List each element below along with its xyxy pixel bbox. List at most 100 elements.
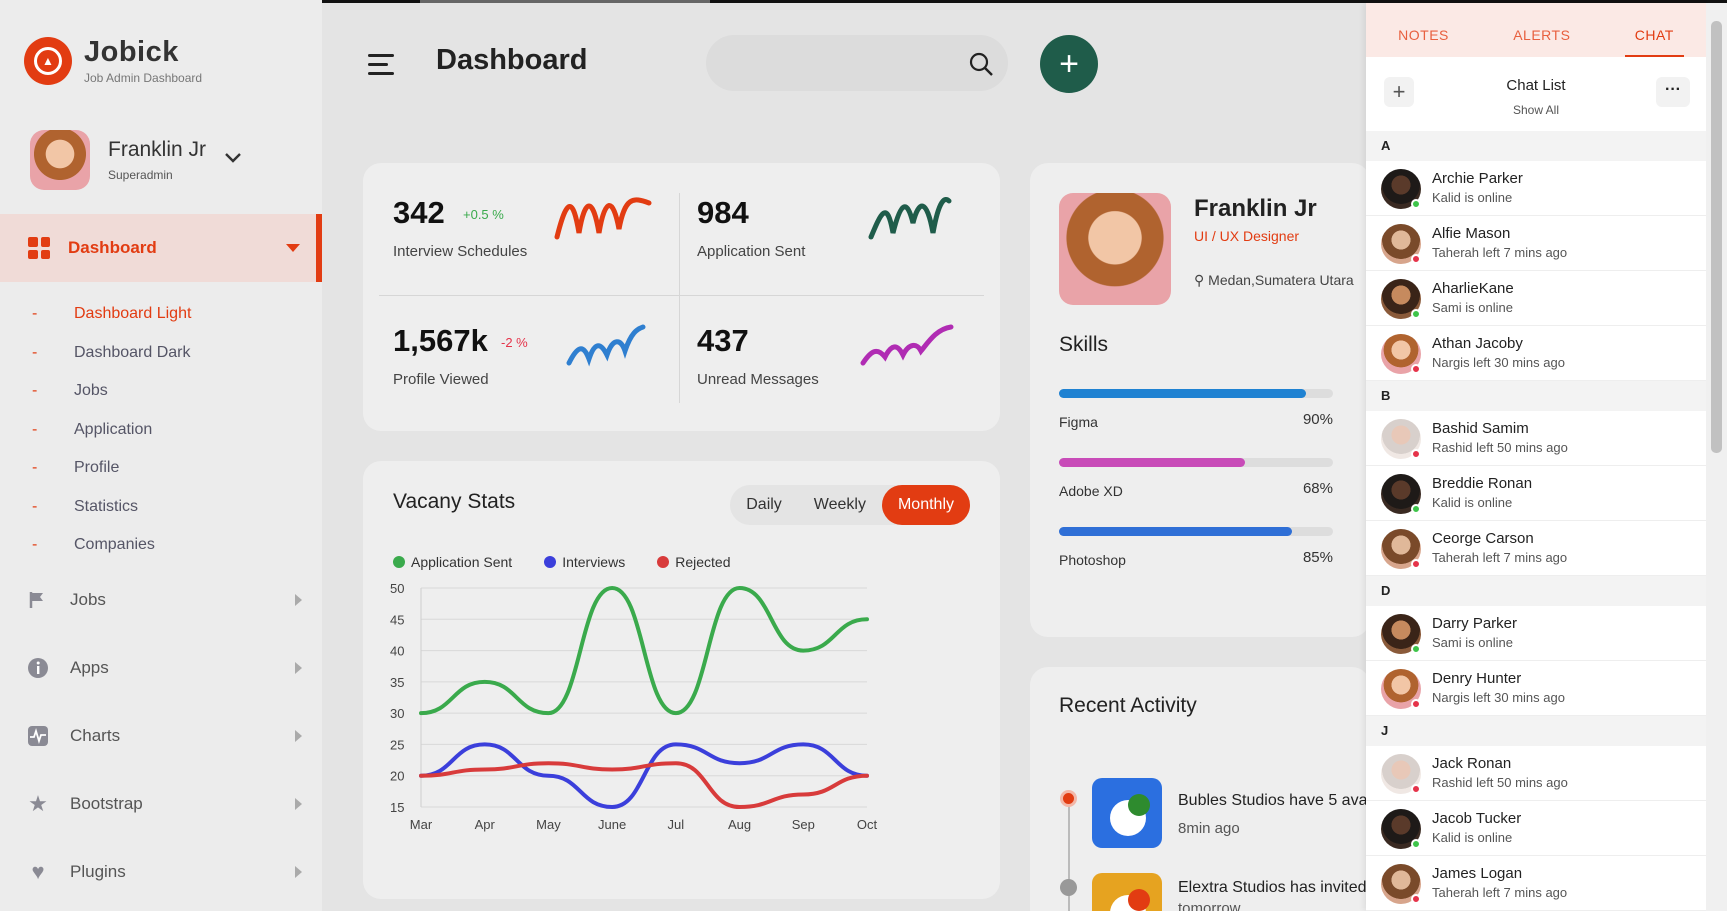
- stat-profile-viewed: 1,567k -2 % Profile Viewed: [363, 291, 663, 411]
- skill-adobe-xd: Adobe XD 68%: [1059, 458, 1333, 499]
- chat-group-header: B: [1366, 381, 1706, 411]
- submenu-item-dashboard-light[interactable]: - Dashboard Light: [32, 305, 192, 323]
- contact-status-text: Taherah left 7 mins ago: [1432, 550, 1568, 565]
- more-options-icon[interactable]: ···: [1656, 77, 1690, 107]
- submenu-item-jobs[interactable]: - Jobs: [32, 382, 108, 400]
- stat-label: Unread Messages: [697, 371, 819, 388]
- chat-contact[interactable]: Jack Ronan Rashid left 50 mins ago: [1366, 746, 1706, 801]
- submenu-item-statistics[interactable]: - Statistics: [32, 497, 139, 515]
- online-status-dot: [1411, 839, 1421, 849]
- profile-location: ⚲ Medan,Sumatera Utara: [1194, 272, 1354, 288]
- card-title: Vacany Stats: [393, 490, 516, 513]
- chat-contact[interactable]: Archie Parker Kalid is online: [1366, 161, 1706, 216]
- y-tick-label: 15: [390, 800, 404, 815]
- contact-status-text: Rashid left 50 mins ago: [1432, 440, 1568, 455]
- contact-status-text: Taherah left 7 mins ago: [1432, 245, 1568, 260]
- contact-name: Bashid Samim: [1432, 420, 1529, 437]
- tab-alerts[interactable]: ALERTS: [1513, 27, 1571, 43]
- stat-label: Profile Viewed: [393, 371, 489, 388]
- chevron-down-icon[interactable]: [224, 148, 242, 169]
- chat-contact[interactable]: Bashid Samim Rashid left 50 mins ago: [1366, 411, 1706, 466]
- sidebar-item-bootstrap[interactable]: ★ Bootstrap: [26, 791, 302, 816]
- toggle-daily[interactable]: Daily: [746, 496, 782, 513]
- menu-toggle-icon[interactable]: [368, 54, 394, 81]
- chat-list-title: Chat List: [1506, 77, 1566, 94]
- chat-contact[interactable]: Breddie Ronan Kalid is online: [1366, 466, 1706, 521]
- submenu-item-dashboard-dark[interactable]: - Dashboard Dark: [32, 343, 191, 361]
- series-line: [419, 585, 869, 716]
- sidebar-item-jobs[interactable]: Jobs: [26, 588, 302, 612]
- series-line: [419, 761, 869, 810]
- user-profile[interactable]: Franklin Jr Superadmin: [30, 130, 242, 190]
- sidebar-item-charts[interactable]: Charts: [26, 724, 302, 748]
- chevron-right-icon: [295, 594, 302, 606]
- submenu-item-profile[interactable]: - Profile: [32, 459, 120, 477]
- y-tick-label: 35: [390, 675, 404, 690]
- brand-logo-icon: ▲: [24, 36, 72, 85]
- activity-time: tomorrow: [1178, 900, 1241, 911]
- sparkline: [860, 324, 954, 366]
- chevron-right-icon: [295, 798, 302, 810]
- scrollbar-thumb[interactable]: [1711, 21, 1722, 453]
- chat-contact[interactable]: James Logan Taherah left 7 mins ago: [1366, 856, 1706, 911]
- chat-contact[interactable]: Jacob Tucker Kalid is online: [1366, 801, 1706, 856]
- skill-name: Figma: [1059, 414, 1098, 430]
- chat-list: A Archie Parker Kalid is online Alfie Mason…: [1366, 131, 1706, 911]
- x-tick-label: Apr: [475, 817, 496, 832]
- submenu-item-companies[interactable]: - Companies: [32, 536, 155, 554]
- activity-company-logo: [1092, 873, 1162, 911]
- timeline-dot: [1060, 790, 1077, 807]
- flag-icon: [26, 588, 50, 612]
- offline-status-dot: [1411, 449, 1421, 459]
- location-pin-icon: ⚲: [1194, 272, 1205, 288]
- toggle-monthly[interactable]: Monthly: [881, 485, 970, 525]
- chat-contact[interactable]: Ceorge Carson Taherah left 7 mins ago: [1366, 521, 1706, 576]
- profile-card: Franklin Jr UI / UX Designer ⚲ Medan,Sum…: [1030, 163, 1370, 637]
- online-status-dot: [1411, 504, 1421, 514]
- tab-notes[interactable]: NOTES: [1398, 27, 1449, 43]
- offline-status-dot: [1411, 364, 1421, 374]
- chat-contact[interactable]: Denry Hunter Nargis left 30 mins ago: [1366, 661, 1706, 716]
- show-all-link[interactable]: Show All: [1512, 103, 1560, 117]
- skill-bar: [1059, 458, 1333, 467]
- contact-status-text: Sami is online: [1432, 300, 1513, 315]
- online-status-dot: [1411, 199, 1421, 209]
- chat-group-header: A: [1366, 131, 1706, 161]
- sidebar-item-dashboard[interactable]: Dashboard: [0, 214, 322, 282]
- toggle-weekly[interactable]: Weekly: [813, 496, 866, 513]
- recent-activity-card: Recent Activity Bubles Studios have 5 av…: [1030, 667, 1482, 911]
- search-input[interactable]: [706, 35, 1008, 91]
- legend-item[interactable]: Interviews: [544, 554, 625, 570]
- sidebar-item-apps[interactable]: Apps: [26, 656, 302, 680]
- dashboard-submenu: - Dashboard Light - Dashboard Dark - Jobs -…: [32, 295, 191, 565]
- heart-icon: ♥: [31, 859, 45, 884]
- chat-contact[interactable]: Darry Parker Sami is online: [1366, 606, 1706, 661]
- contact-name: Denry Hunter: [1432, 670, 1522, 687]
- period-toggle: Daily Weekly Monthly: [730, 485, 970, 525]
- avatar: [30, 130, 90, 190]
- brand[interactable]: ▲ Jobick Job Admin Dashboard: [24, 36, 202, 85]
- brand-subtitle: Job Admin Dashboard: [84, 71, 203, 85]
- contact-name: AharlieKane: [1432, 280, 1514, 297]
- page-scrollbar[interactable]: [1706, 3, 1727, 911]
- chat-contact[interactable]: Athan Jacoby Nargis left 30 mins ago: [1366, 326, 1706, 381]
- skill-percent: 68%: [1302, 480, 1333, 497]
- brand-name: Jobick: [84, 36, 179, 68]
- search-icon[interactable]: [968, 51, 994, 77]
- info-icon: [26, 656, 50, 680]
- contact-status-text: Rashid left 50 mins ago: [1432, 775, 1568, 790]
- legend-item[interactable]: Application Sent: [393, 554, 512, 570]
- skill-photoshop: Photoshop 85%: [1059, 527, 1333, 568]
- chat-group-header: D: [1366, 576, 1706, 606]
- chat-contact[interactable]: Alfie Mason Taherah left 7 mins ago: [1366, 216, 1706, 271]
- tab-chat[interactable]: CHAT: [1624, 3, 1684, 57]
- stat-interview-schedules: 342 +0.5 % Interview Schedules: [363, 163, 663, 283]
- add-button[interactable]: +: [1040, 35, 1098, 93]
- window-top-bar-segment: [420, 0, 710, 3]
- submenu-item-application[interactable]: - Application: [32, 420, 153, 438]
- legend-item[interactable]: Rejected: [657, 554, 730, 570]
- sidebar-item-plugins[interactable]: ♥ Plugins: [26, 859, 302, 884]
- add-chat-button[interactable]: +: [1384, 77, 1414, 107]
- stat-label: Interview Schedules: [393, 243, 528, 260]
- chat-contact[interactable]: AharlieKane Sami is online: [1366, 271, 1706, 326]
